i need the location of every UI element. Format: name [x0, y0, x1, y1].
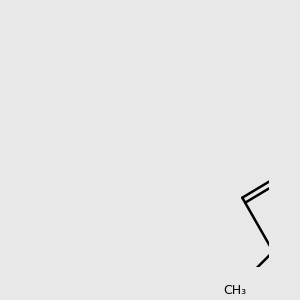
Text: CH₃: CH₃ — [223, 284, 246, 297]
